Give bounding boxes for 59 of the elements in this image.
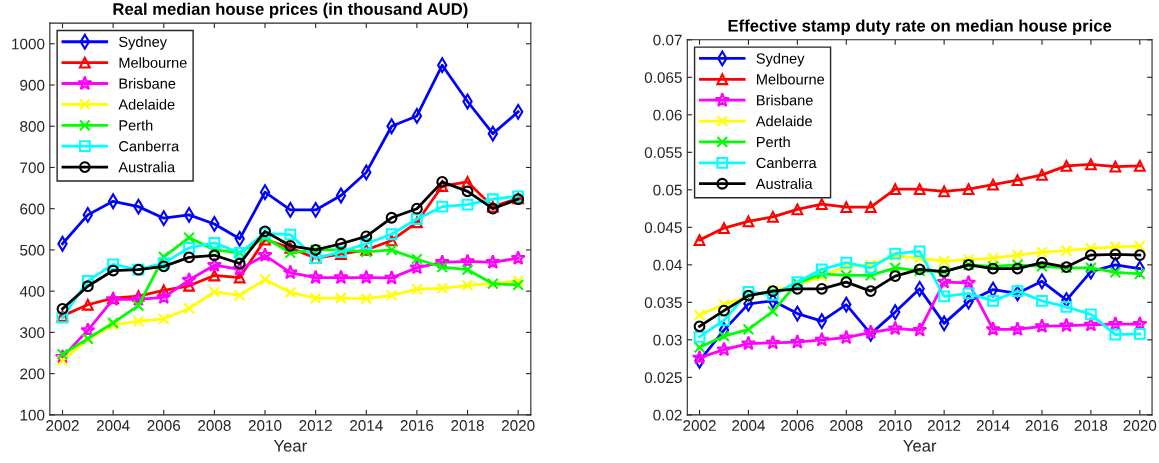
y-tick-label: 200	[20, 368, 45, 380]
legend-label: Melbourne	[119, 57, 187, 68]
y-tick-label: 100	[20, 409, 45, 421]
x-axis-title: Year	[273, 440, 307, 452]
y-tick-label: 0.035	[644, 297, 682, 309]
x-tick-label: 2004	[96, 420, 130, 431]
y-tick-label: 0.065	[644, 72, 682, 84]
y-tick-label: 0.02	[653, 409, 682, 421]
x-tick-label: 2016	[400, 420, 434, 431]
y-tick-label: 0.03	[653, 334, 682, 346]
chart-title: Effective stamp duty rate on median house price	[728, 19, 1112, 35]
x-tick-label: 2014	[976, 420, 1010, 431]
x-tick-label: 2012	[299, 420, 332, 431]
legend-label: Sydney	[119, 36, 167, 50]
legend-label: Australia	[118, 161, 176, 173]
x-tick-label: 2004	[732, 420, 765, 431]
x-tick-label: 2014	[350, 420, 383, 431]
x-tick-label: 2006	[781, 420, 814, 431]
x-tick-label: 2002	[46, 420, 79, 431]
y-tick-label: 0.055	[644, 147, 682, 159]
legend-label: Melbourne	[757, 73, 825, 85]
x-tick-label: 2008	[830, 420, 863, 431]
y-tick-label: 400	[19, 286, 45, 297]
x-tick-label: 2006	[147, 420, 181, 431]
y-tick-label: 0.025	[644, 372, 682, 384]
y-tick-label: 800	[20, 121, 45, 132]
y-tick-label: 0.07	[653, 34, 682, 46]
x-axis-title: Year	[903, 440, 937, 452]
y-tick-label: 300	[20, 327, 45, 339]
y-tick-label: 0.06	[653, 109, 682, 121]
x-tick-label: 2010	[878, 420, 912, 431]
x-tick-label: 2010	[248, 420, 282, 431]
x-tick-label: 2002	[683, 420, 716, 431]
legend-label: Brisbane	[757, 94, 813, 106]
legend-label: Adelaide	[755, 115, 812, 127]
legend-label: Perth	[119, 119, 153, 131]
legend-label: Brisbane	[119, 78, 176, 89]
legend-label: Sydney	[756, 52, 805, 67]
x-tick-label: 2020	[501, 420, 535, 431]
y-tick-label: 0.045	[644, 222, 682, 234]
y-tick-label: 900	[20, 79, 45, 91]
legend-label: Canberra	[119, 140, 180, 152]
x-tick-label: 2012	[927, 420, 961, 431]
x-tick-label: 2008	[198, 420, 231, 431]
y-tick-label: 1000	[12, 38, 45, 50]
legend-label: Canberra	[756, 157, 817, 169]
chart-title: Real median house prices (in thousand AUD)	[113, 2, 468, 19]
x-tick-label: 2018	[451, 420, 484, 431]
y-tick-label: 700	[20, 162, 45, 174]
legend-label: Adelaide	[118, 98, 175, 110]
y-tick-label: 0.04	[653, 259, 682, 271]
x-tick-label: 2016	[1025, 420, 1059, 431]
y-tick-label: 0.05	[653, 184, 682, 196]
y-tick-label: 500	[20, 244, 45, 256]
x-tick-label: 2018	[1074, 420, 1108, 431]
legend-label: Perth	[757, 136, 790, 148]
y-tick-label: 600	[20, 203, 45, 215]
x-tick-label: 2020	[1123, 420, 1157, 431]
legend-label: Australia	[755, 178, 813, 189]
